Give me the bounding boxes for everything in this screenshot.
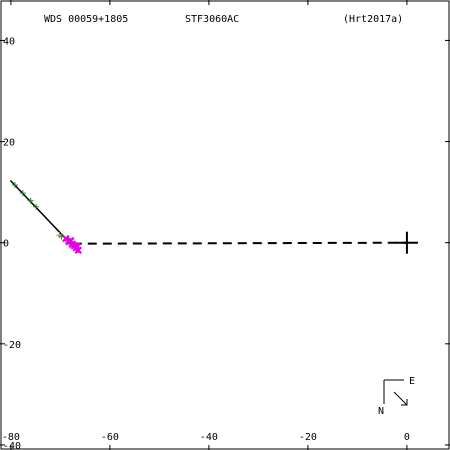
series-2-point-6 xyxy=(74,246,83,255)
series-0-point-3 xyxy=(33,203,40,210)
series-0-point-1 xyxy=(19,190,26,197)
x-tick-label--60: -60 xyxy=(101,432,119,443)
series-1-point-0 xyxy=(56,232,63,239)
cross-stroke-b xyxy=(67,236,75,245)
cross-stroke-b xyxy=(74,246,83,255)
compass-north-label: N xyxy=(378,406,384,417)
y-tick-label--20: -20 xyxy=(3,340,21,351)
y-tick-label--40: -40 xyxy=(3,441,21,450)
compass-rose: N E xyxy=(378,376,415,417)
reference-label: (Hrt2017a) xyxy=(343,14,403,25)
series-2-point-7 xyxy=(72,241,81,250)
compass-east-label: E xyxy=(409,376,415,387)
x-tick-label--40: -40 xyxy=(200,432,218,443)
projection-dashed-line xyxy=(72,241,407,245)
series-0-point-2 xyxy=(27,197,34,204)
x-tick-label-0: 0 xyxy=(404,432,410,443)
y-tick-label-0: 0 xyxy=(3,239,9,250)
y-tick-label-40: 40 xyxy=(3,36,15,47)
data-points xyxy=(11,182,418,255)
compass-motion-arrow xyxy=(393,391,408,406)
primary-star-marker xyxy=(395,231,418,254)
cross-stroke-b xyxy=(72,241,81,250)
x-tick-label--80: -80 xyxy=(2,432,20,443)
y-tick-label-20: 20 xyxy=(3,138,15,149)
wds-id-label: WDS 00059+1805 xyxy=(44,14,128,25)
series-0-point-0 xyxy=(11,182,18,189)
x-tick-label--20: -20 xyxy=(299,432,317,443)
compass-arrowhead-icon xyxy=(401,399,408,406)
cross-stroke-b xyxy=(62,234,70,243)
discoverer-label: STF3060AC xyxy=(185,14,239,25)
